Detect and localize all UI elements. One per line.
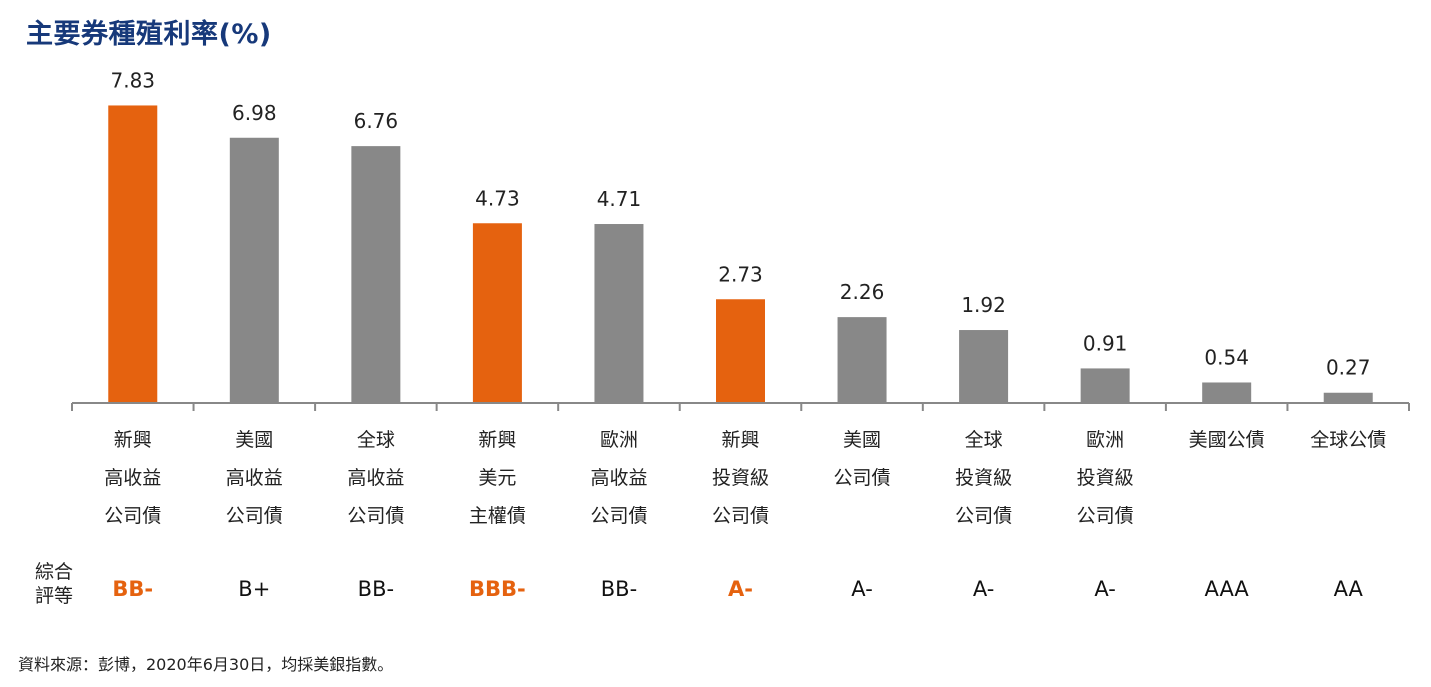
category-label: 公司債: [712, 505, 769, 527]
bar: [716, 299, 765, 403]
rating-label: BB-: [358, 577, 394, 601]
data-label: 4.71: [597, 187, 642, 211]
category-label: 全球公債: [1310, 429, 1386, 451]
data-label: 4.73: [475, 186, 520, 210]
rating-label: A-: [728, 577, 753, 601]
category-label: 公司債: [226, 505, 283, 527]
category-label: 美元: [478, 467, 516, 489]
category-label: 高收益: [104, 467, 161, 489]
bar: [1202, 382, 1252, 403]
bar: [229, 137, 279, 403]
rating-caption-line-2: 評等: [34, 585, 73, 607]
rating-label: A-: [1094, 577, 1115, 601]
bar: [1080, 368, 1130, 403]
chart-title: 主要券種殖利率(%): [26, 19, 272, 50]
bar: [472, 223, 522, 403]
rating-label: BB-: [601, 577, 637, 601]
rating-caption: 綜合 評等: [30, 560, 78, 608]
rating-label: A-: [973, 577, 994, 601]
category-label: 美國: [235, 429, 273, 451]
category-label: 公司債: [590, 505, 647, 527]
category-label: 公司債: [1077, 505, 1134, 527]
rating-label: A-: [851, 577, 872, 601]
bar-chart: 7.83新興高收益公司債BB-6.98美國高收益公司債B+6.76全球高收益公司…: [71, 68, 1410, 601]
data-label: 7.83: [111, 68, 156, 92]
bar: [594, 224, 644, 403]
category-label: 公司債: [834, 467, 891, 489]
category-label: 高收益: [590, 467, 647, 489]
category-label: 全球: [965, 429, 1003, 451]
category-label: 投資級: [955, 467, 1012, 489]
data-label: 1.92: [961, 293, 1006, 317]
bar: [1323, 392, 1373, 403]
category-label: 歐洲: [600, 429, 638, 451]
data-label: 2.73: [718, 262, 763, 286]
category-label: 新興: [114, 429, 152, 451]
data-label: 2.26: [840, 280, 885, 304]
data-label: 6.98: [232, 101, 277, 125]
bar: [959, 330, 1009, 403]
rating-label: AA: [1334, 577, 1364, 601]
category-label: 全球: [357, 429, 395, 451]
data-label: 0.91: [1083, 331, 1128, 355]
rating-caption-line-1: 綜合: [34, 561, 73, 583]
data-label: 6.76: [354, 109, 399, 133]
category-label: 歐洲: [1086, 429, 1124, 451]
category-label: 高收益: [347, 467, 404, 489]
rating-label: BBB-: [469, 577, 526, 601]
category-label: 美國公債: [1189, 429, 1265, 451]
category-label: 投資級: [1077, 467, 1134, 489]
data-label: 0.54: [1204, 345, 1249, 369]
data-label: 0.27: [1326, 356, 1371, 380]
category-label: 公司債: [104, 505, 161, 527]
category-label: 高收益: [226, 467, 283, 489]
rating-label: BB-: [112, 577, 153, 601]
source-note: 資料來源：彭博，2020年6月30日，均採美銀指數。: [18, 655, 394, 674]
bar: [108, 105, 158, 404]
category-label: 公司債: [347, 505, 404, 527]
category-label: 主權債: [469, 505, 526, 527]
category-label: 新興: [478, 429, 516, 451]
category-label: 公司債: [955, 505, 1012, 527]
bar: [351, 146, 401, 403]
category-label: 美國: [843, 429, 881, 451]
bar: [837, 317, 887, 403]
rating-label: B+: [238, 577, 270, 601]
category-label: 投資級: [712, 467, 769, 489]
rating-label: AAA: [1205, 577, 1250, 601]
category-label: 新興: [721, 429, 759, 451]
